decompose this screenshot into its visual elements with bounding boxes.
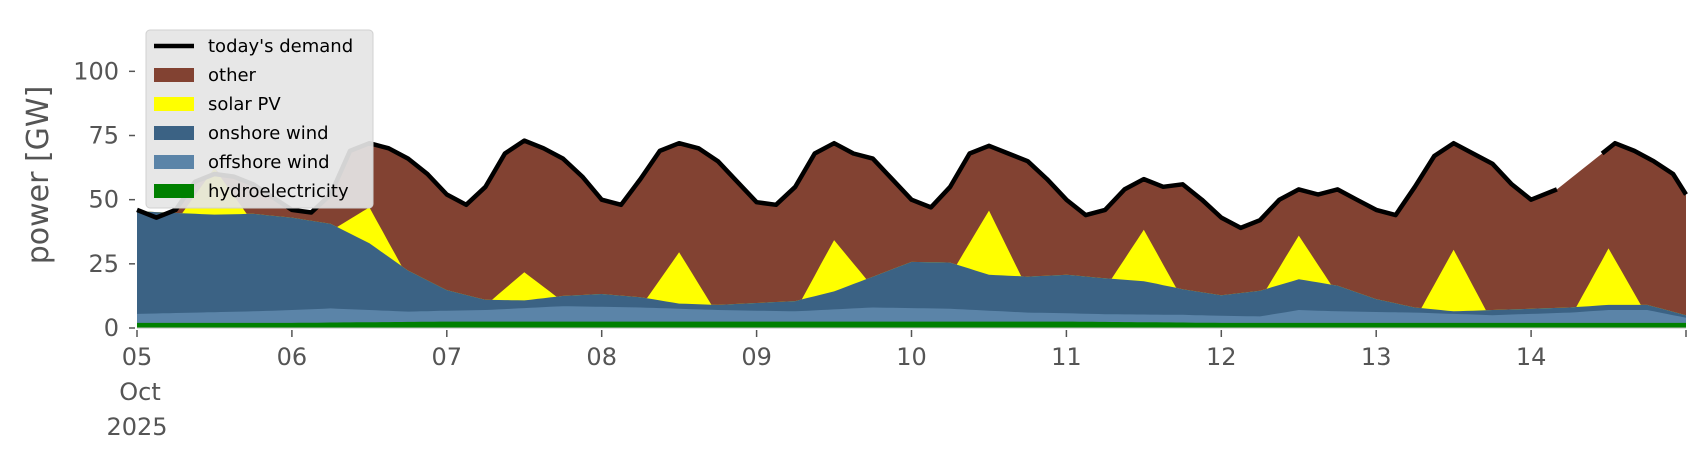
legend-swatch bbox=[154, 126, 194, 140]
y-tick-label: 75 bbox=[88, 122, 119, 150]
x-tick-label: 10 bbox=[896, 343, 927, 371]
area-hydroelectricity bbox=[137, 321, 1686, 328]
legend-label: solar PV bbox=[208, 94, 281, 115]
x-tick-label: 12 bbox=[1206, 343, 1237, 371]
x-tick-label: 09 bbox=[741, 343, 772, 371]
axes: 0 25 50 75 100 05 Oct 2025 06 07 08 09 10 11 12 13 14 bbox=[73, 57, 1687, 441]
legend-swatch bbox=[154, 68, 194, 82]
x-tick-label: 11 bbox=[1051, 343, 1082, 371]
legend: today's demand other solar PV onshore wind o… bbox=[145, 29, 374, 209]
legend-label: hydroelectricity bbox=[208, 181, 349, 202]
x-tick-label: 06 bbox=[277, 343, 308, 371]
legend-swatch bbox=[154, 155, 194, 169]
y-tick-label: 100 bbox=[73, 57, 119, 85]
stacked-areas bbox=[137, 140, 1686, 328]
area-onshore-wind bbox=[137, 211, 1686, 328]
legend-label: today's demand bbox=[208, 36, 353, 57]
legend-swatch bbox=[154, 184, 194, 198]
legend-frame bbox=[145, 29, 374, 209]
x-tick-label: 07 bbox=[432, 343, 463, 371]
x-tick-sublabel: Oct bbox=[119, 378, 161, 406]
demand-line-segment-1 bbox=[1600, 140, 1688, 196]
x-tick-sublabel: 2025 bbox=[106, 413, 167, 441]
x-tick-label: 13 bbox=[1361, 343, 1392, 371]
y-tick-label: 25 bbox=[88, 250, 119, 278]
legend-label: other bbox=[208, 65, 257, 86]
x-tick-label: 08 bbox=[586, 343, 617, 371]
y-tick-label: 50 bbox=[88, 186, 119, 214]
y-tick-label: 0 bbox=[104, 314, 119, 342]
legend-label: offshore wind bbox=[208, 152, 330, 173]
x-tick-label: 05 bbox=[122, 343, 153, 371]
y-axis-label: power [GW] bbox=[21, 86, 56, 265]
legend-label: onshore wind bbox=[208, 123, 329, 144]
x-tick-label: 14 bbox=[1516, 343, 1547, 371]
legend-swatch bbox=[154, 97, 194, 111]
